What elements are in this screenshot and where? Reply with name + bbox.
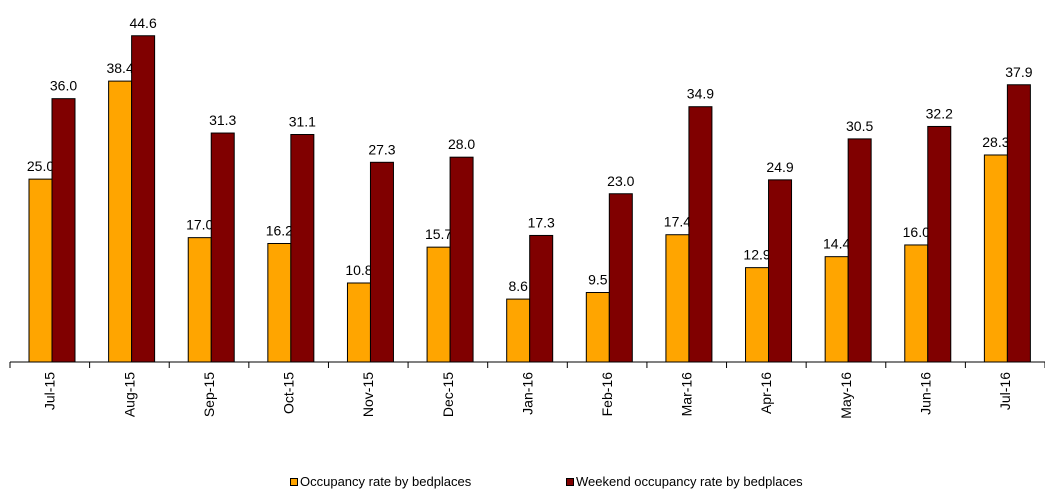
- data-label-weekend: 28.0: [448, 136, 475, 152]
- x-tick-label: Jul-15: [42, 372, 58, 410]
- data-label-weekend: 23.0: [607, 173, 634, 189]
- bar-occupancy: [824, 256, 849, 363]
- data-label-occupancy: 8.6: [508, 278, 528, 294]
- bar-occupancy: [585, 292, 610, 363]
- x-tick-label: Sep-15: [201, 372, 217, 417]
- x-tick-label: Jun-16: [917, 372, 933, 415]
- bar-occupancy: [28, 178, 53, 363]
- legend-swatch-weekend: [566, 477, 574, 486]
- data-label-occupancy: 15.7: [425, 226, 452, 242]
- data-label-occupancy: 25.0: [27, 158, 54, 174]
- bar-occupancy: [187, 237, 212, 363]
- x-tick-label: May-16: [838, 372, 854, 419]
- data-label-weekend: 32.2: [926, 105, 953, 121]
- data-label-occupancy: 28.3: [982, 134, 1009, 150]
- bar-weekend: [529, 234, 554, 363]
- legend-label-occupancy: Occupancy rate by bedplaces: [300, 474, 472, 489]
- data-label-occupancy: 17.4: [664, 214, 691, 230]
- data-label-occupancy: 12.9: [743, 247, 770, 263]
- legend-label-weekend: Weekend occupancy rate by bedplaces: [576, 474, 803, 489]
- legend-item-occupancy: Occupancy rate by bedplaces: [290, 474, 471, 489]
- data-label-weekend: 17.3: [528, 214, 555, 230]
- data-label-occupancy: 16.2: [266, 222, 293, 238]
- bar-occupancy: [983, 154, 1008, 363]
- bar-weekend: [51, 98, 76, 363]
- bar-weekend: [608, 193, 633, 363]
- bar-chart: 25.0 36.0 38.4 44.6 17.0 31.3 16.2 31.1 10.8 27.3…: [9, 15, 1045, 419]
- x-tick-label: Nov-15: [360, 372, 376, 417]
- data-label-weekend: 30.5: [846, 118, 873, 134]
- bar-weekend: [927, 125, 952, 363]
- bar-occupancy: [506, 298, 531, 363]
- data-label-weekend: 36.0: [50, 78, 77, 94]
- bar-weekend: [768, 179, 793, 363]
- bar-occupancy: [426, 246, 451, 363]
- data-label-weekend: 27.3: [368, 141, 395, 157]
- data-label-occupancy: 10.8: [345, 262, 372, 278]
- data-label-occupancy: 16.0: [903, 224, 930, 240]
- bar-weekend: [290, 134, 315, 363]
- legend-item-weekend: Weekend occupancy rate by bedplaces: [566, 474, 803, 489]
- bar-weekend: [369, 161, 394, 363]
- data-label-weekend: 37.9: [1005, 64, 1032, 80]
- x-tick-label: Dec-15: [440, 372, 456, 417]
- bar-occupancy: [346, 282, 371, 363]
- data-label-weekend: 34.9: [687, 86, 714, 102]
- chart-legend: Occupancy rate by bedplaces Weekend occu…: [0, 474, 1045, 490]
- legend-swatch-occupancy: [290, 477, 298, 486]
- data-label-weekend: 31.1: [289, 114, 316, 130]
- bar-occupancy: [267, 242, 292, 363]
- bar-weekend: [688, 106, 713, 363]
- data-label-occupancy: 38.4: [106, 60, 133, 76]
- data-label-occupancy: 9.5: [588, 272, 608, 288]
- data-label-weekend: 31.3: [209, 112, 236, 128]
- x-tick-label: Apr-16: [758, 372, 774, 414]
- data-label-occupancy: 17.0: [186, 217, 213, 233]
- x-tick-label: Jul-16: [997, 372, 1013, 410]
- x-tick-label: Jan-16: [519, 372, 535, 415]
- x-tick-label: Aug-15: [121, 372, 137, 417]
- x-tick-label: Oct-15: [281, 372, 297, 414]
- bar-occupancy: [745, 267, 770, 363]
- data-label-weekend: 44.6: [129, 15, 156, 31]
- bar-occupancy: [108, 80, 133, 363]
- data-label-weekend: 24.9: [766, 159, 793, 175]
- bar-occupancy: [665, 234, 690, 363]
- data-label-occupancy: 14.4: [823, 236, 850, 252]
- bar-weekend: [847, 138, 872, 363]
- bar-weekend: [449, 156, 474, 363]
- bar-occupancy: [904, 244, 929, 363]
- x-tick-label: Feb-16: [599, 372, 615, 417]
- bar-weekend: [131, 35, 156, 363]
- bar-weekend: [210, 132, 235, 363]
- x-tick-label: Mar-16: [679, 372, 695, 417]
- bar-weekend: [1006, 84, 1031, 363]
